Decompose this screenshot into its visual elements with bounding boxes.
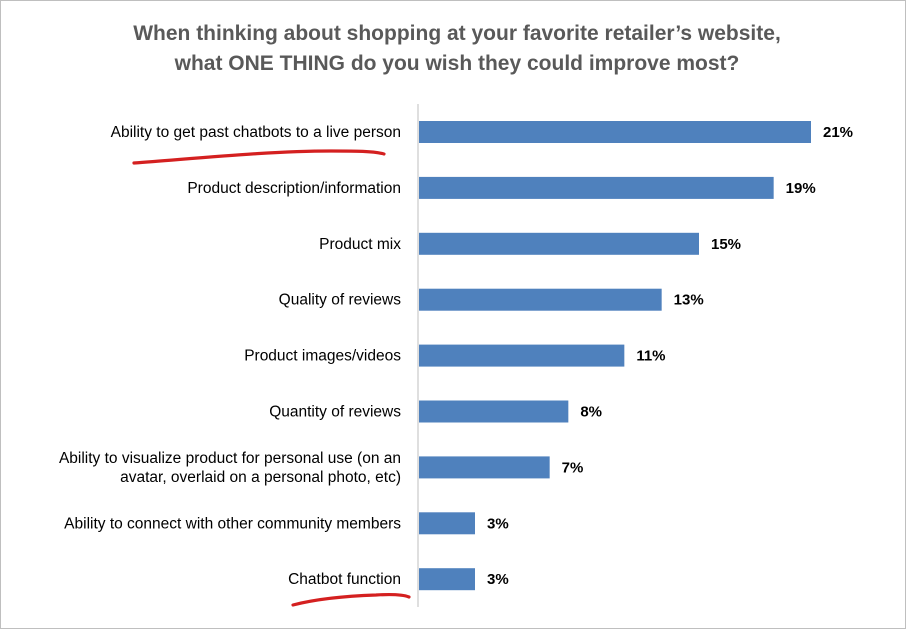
bar: [419, 512, 475, 535]
data-label: 21%: [823, 124, 853, 141]
category-label: Product description/information: [187, 180, 401, 197]
data-label: 15%: [711, 236, 741, 253]
bar: [419, 456, 550, 479]
data-label: 3%: [487, 515, 509, 532]
chart-title: When thinking about shopping at your fav…: [133, 22, 781, 75]
bar: [419, 232, 699, 255]
bar: [419, 288, 662, 311]
bar: [419, 344, 625, 367]
category-label: Product images/videos: [244, 348, 401, 365]
category-label: Quality of reviews: [279, 292, 402, 309]
category-label: Ability to connect with other community …: [64, 515, 401, 532]
category-label: Product mix: [319, 236, 401, 253]
data-label: 13%: [674, 292, 704, 309]
data-label: 8%: [580, 404, 602, 421]
bar: [419, 568, 475, 591]
category-label: avatar, overlaid on a personal photo, et…: [120, 469, 401, 486]
data-label: 11%: [636, 348, 665, 365]
category-label: Ability to get past chatbots to a live p…: [111, 124, 401, 141]
category-label: Chatbot function: [288, 571, 401, 588]
chart-title-line-2: what ONE THING do you wish they could im…: [174, 52, 740, 75]
data-label: 7%: [562, 459, 584, 476]
data-label: 3%: [487, 571, 509, 588]
bar: [419, 400, 569, 423]
category-label: Quantity of reviews: [269, 404, 401, 421]
chart-title-line-1: When thinking about shopping at your fav…: [133, 22, 781, 45]
annotations: [132, 149, 411, 607]
underline-annotation: [132, 149, 386, 165]
data-label: 19%: [786, 180, 816, 197]
bar: [419, 176, 774, 199]
underline-annotation: [291, 593, 411, 607]
category-label: Ability to visualize product for persona…: [59, 450, 401, 467]
bar: [419, 121, 811, 143]
chart-marks: 21% Ability to get past chatbots to a liv…: [59, 121, 853, 591]
